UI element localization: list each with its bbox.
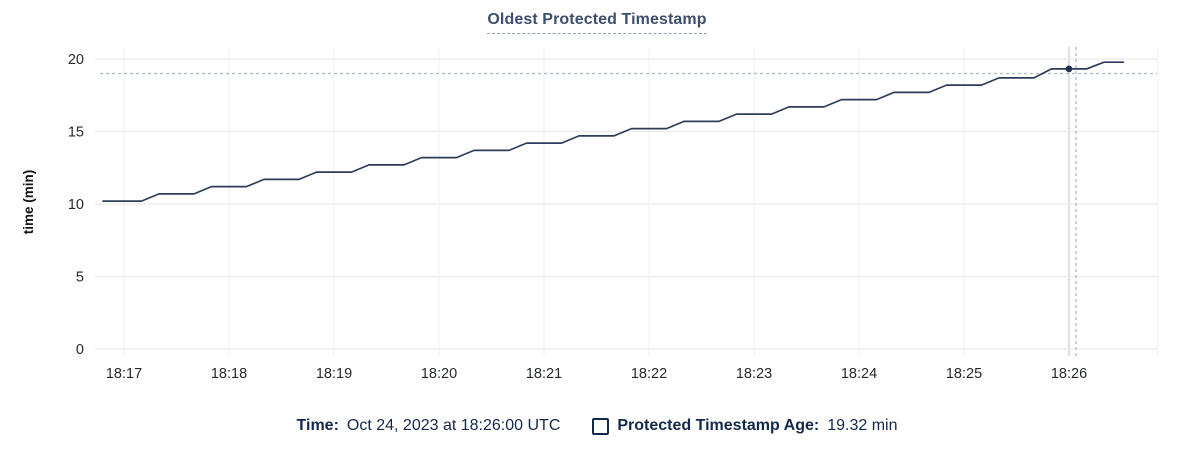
svg-text:18:25: 18:25 [946, 366, 982, 382]
svg-text:18:24: 18:24 [841, 366, 877, 382]
svg-text:15: 15 [68, 125, 84, 141]
crosshair [100, 47, 1157, 356]
chart-title-row: Oldest Protected Timestamp [0, 11, 1194, 34]
svg-text:18:17: 18:17 [106, 366, 142, 382]
time-value: Oct 24, 2023 at 18:26:00 UTC [346, 417, 561, 434]
x-gridlines [123, 47, 1159, 356]
y-gridlines [95, 58, 1158, 350]
svg-text:18:21: 18:21 [526, 366, 562, 382]
series-line [102, 61, 1125, 202]
svg-text:18:22: 18:22 [631, 366, 667, 382]
svg-text:18:26: 18:26 [1051, 366, 1087, 382]
svg-text:0: 0 [76, 342, 84, 358]
svg-text:18:18: 18:18 [211, 366, 247, 382]
chart-tooltip-legend: Time: Oct 24, 2023 at 18:26:00 UTC Prote… [0, 417, 1194, 435]
series-label: Protected Timestamp Age: [617, 417, 820, 434]
y-axis-title: time (min) [21, 170, 36, 235]
x-axis-labels: 18:17 18:18 18:19 18:20 18:21 18:22 18:23 18:24… [106, 366, 1087, 382]
series-toggle-checkbox[interactable] [592, 417, 610, 435]
svg-text:10: 10 [68, 197, 84, 213]
time-label: Time: [296, 417, 339, 434]
y-axis-labels: 0 5 10 15 20 [68, 52, 84, 358]
series-value: 19.32 min [827, 417, 898, 434]
svg-text:20: 20 [68, 52, 84, 68]
chart-title: Oldest Protected Timestamp [487, 11, 707, 34]
svg-text:18:20: 18:20 [421, 366, 457, 382]
svg-text:5: 5 [76, 270, 84, 286]
svg-text:18:23: 18:23 [736, 366, 772, 382]
svg-text:18:19: 18:19 [316, 366, 352, 382]
hover-point [1065, 65, 1073, 73]
